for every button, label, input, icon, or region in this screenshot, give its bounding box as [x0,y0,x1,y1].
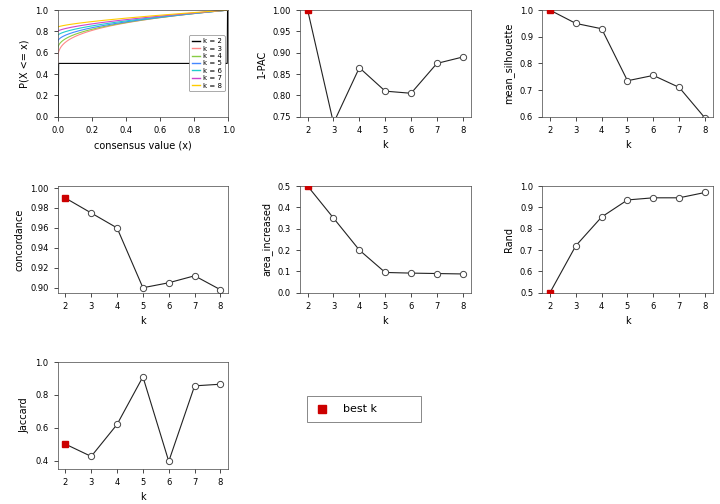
Y-axis label: Jaccard: Jaccard [19,398,30,433]
Y-axis label: 1-PAC: 1-PAC [257,49,267,78]
Y-axis label: P(X <= x): P(X <= x) [19,39,30,88]
X-axis label: k: k [382,140,388,150]
X-axis label: k: k [140,492,145,502]
FancyBboxPatch shape [307,396,421,422]
Y-axis label: Rand: Rand [504,227,514,252]
X-axis label: consensus value (x): consensus value (x) [94,140,192,150]
X-axis label: k: k [382,317,388,326]
Y-axis label: mean_silhouette: mean_silhouette [503,23,514,104]
X-axis label: k: k [140,317,145,326]
X-axis label: k: k [625,140,630,150]
Y-axis label: concordance: concordance [14,208,24,271]
X-axis label: k: k [625,317,630,326]
Legend: k = 2, k = 3, k = 4, k = 5, k = 6, k = 7, k = 8: k = 2, k = 3, k = 4, k = 5, k = 6, k = 7… [189,35,225,91]
Y-axis label: area_increased: area_increased [261,203,272,276]
Text: best k: best k [343,404,377,414]
